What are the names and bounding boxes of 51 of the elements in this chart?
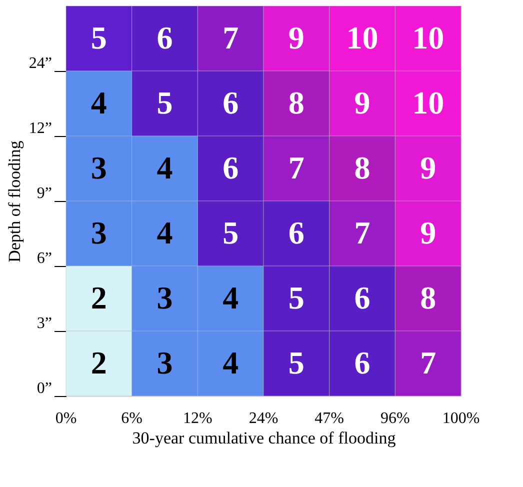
- data-label: 5: [288, 344, 304, 380]
- data-label: 5: [222, 214, 239, 250]
- data-label: 10: [412, 20, 444, 56]
- data-label: 9: [420, 150, 436, 186]
- data-label: 9: [420, 214, 436, 250]
- text: 12”: [28, 120, 52, 137]
- data-label: 3: [90, 214, 107, 250]
- data-label: 6: [288, 214, 304, 250]
- data-label: 5: [288, 280, 304, 316]
- text: 12%: [183, 410, 212, 427]
- data-label: 5: [90, 20, 107, 56]
- data-label: 6: [222, 84, 239, 120]
- y-axis-title: Depth of flooding: [5, 140, 24, 262]
- text: 47%: [314, 410, 344, 427]
- data-label: 4: [90, 84, 107, 120]
- text: 9”: [36, 185, 52, 202]
- data-label: 8: [420, 280, 436, 316]
- data-label: 4: [222, 344, 239, 380]
- data-label: 7: [288, 150, 304, 186]
- data-label: 3: [156, 344, 173, 380]
- text: 100%: [442, 410, 480, 427]
- data-label: 4: [156, 150, 173, 186]
- text: 96%: [380, 410, 410, 427]
- data-label: 2: [90, 344, 107, 380]
- data-label: 9: [354, 84, 370, 120]
- data-label: 6: [354, 344, 370, 380]
- data-label: 7: [222, 20, 239, 56]
- text: 6”: [36, 250, 52, 267]
- data-label: 4: [156, 214, 173, 250]
- text: 6%: [121, 410, 142, 427]
- data-label: 10: [346, 20, 378, 56]
- data-label: 5: [156, 84, 173, 120]
- data-label: 6: [354, 280, 370, 316]
- text: 3”: [36, 315, 52, 332]
- text: 0”: [36, 380, 52, 397]
- data-label: 6: [222, 150, 239, 186]
- data-label: 7: [354, 214, 370, 250]
- data-label: 10: [412, 84, 444, 120]
- data-label: 6: [156, 20, 173, 56]
- data-label: 3: [90, 150, 107, 186]
- x-axis-title: 30-year cumulative chance of flooding: [132, 428, 396, 448]
- data-label: 2: [90, 280, 107, 316]
- text: 24”: [28, 55, 52, 72]
- text: 0%: [55, 410, 77, 427]
- data-label: 7: [420, 344, 436, 380]
- data-label: 9: [288, 20, 304, 56]
- text: 24%: [248, 410, 278, 427]
- data-label: 8: [354, 150, 370, 186]
- data-label: 8: [288, 84, 304, 120]
- data-label: 3: [156, 280, 173, 316]
- data-label: 4: [222, 280, 239, 316]
